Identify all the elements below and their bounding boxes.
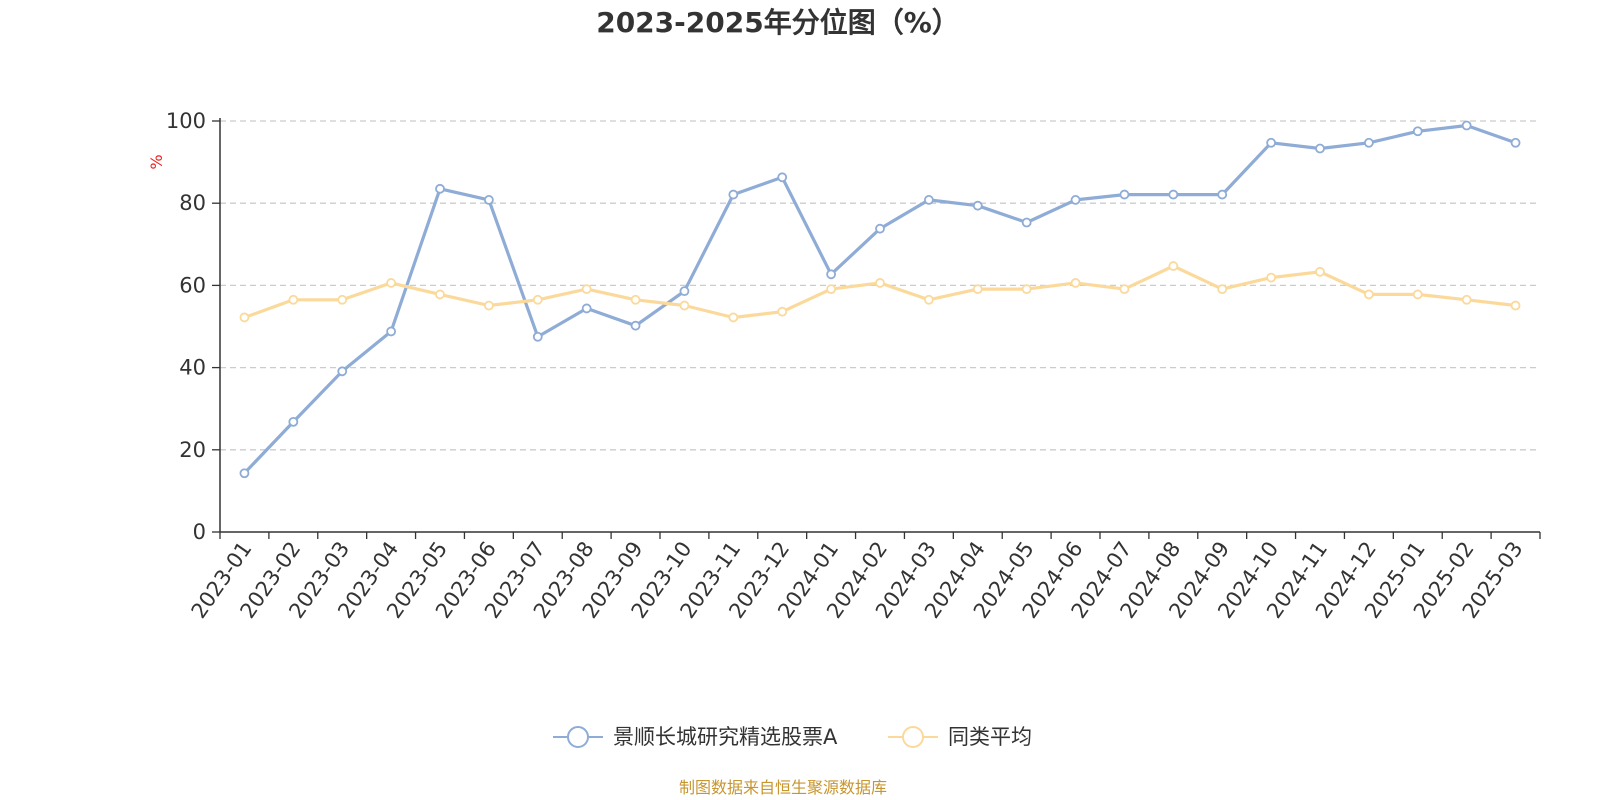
data-point-series-1[interactable] [826, 284, 837, 294]
data-point-series-0[interactable] [435, 183, 445, 194]
data-point-series-1[interactable] [1363, 289, 1374, 300]
data-point-series-0[interactable] [1021, 217, 1032, 228]
y-tick-label: 100 [166, 109, 206, 133]
legend-label-peer-average: 同类平均 [948, 725, 1032, 749]
chart-title: 2023-2025年分位图（%） [596, 6, 960, 39]
data-point-series-1[interactable] [1168, 261, 1179, 271]
x-axis-ticks: 2023-012023-022023-032023-042023-052023-… [187, 532, 1541, 623]
data-point-series-0[interactable] [923, 195, 934, 205]
data-point-series-1[interactable] [1510, 300, 1521, 311]
data-point-series-0[interactable] [239, 468, 250, 479]
data-point-series-1[interactable] [435, 289, 445, 300]
data-point-series-0[interactable] [1217, 189, 1228, 200]
axes [219, 118, 1540, 533]
data-point-series-0[interactable] [1266, 137, 1277, 148]
data-point-series-0[interactable] [1119, 189, 1130, 200]
data-source-note: 制图数据来自恒生聚源数据库 [679, 778, 887, 797]
data-point-series-0[interactable] [386, 326, 397, 337]
legend-label-fund: 景顺长城研究精选股票A [613, 725, 838, 749]
data-point-series-1[interactable] [483, 300, 494, 311]
data-point-series-1[interactable] [532, 294, 543, 305]
data-point-series-0[interactable] [1510, 137, 1521, 148]
data-point-series-0[interactable] [1363, 137, 1374, 148]
data-point-series-0[interactable] [1461, 120, 1472, 131]
series-line-0 [242, 123, 1518, 475]
legend-item-fund[interactable]: 景顺长城研究精选股票A [553, 725, 838, 749]
y-tick-label: 60 [179, 273, 206, 297]
data-point-series-1[interactable] [1315, 266, 1325, 277]
data-point-series-1[interactable] [1412, 289, 1423, 300]
data-point-series-0[interactable] [1168, 189, 1179, 200]
y-tick-label: 20 [179, 438, 206, 462]
data-point-series-0[interactable] [532, 331, 543, 342]
data-point-series-1[interactable] [288, 294, 299, 305]
data-point-series-1[interactable] [923, 294, 934, 305]
data-point-series-1[interactable] [972, 284, 983, 294]
data-point-series-0[interactable] [826, 269, 837, 280]
data-point-series-0[interactable] [581, 303, 592, 314]
data-point-series-1[interactable] [581, 284, 592, 294]
data-point-series-0[interactable] [728, 189, 739, 200]
data-point-series-0[interactable] [679, 286, 690, 297]
y-tick-label: 40 [179, 356, 206, 380]
data-point-series-0[interactable] [483, 195, 494, 205]
series-line-1 [242, 264, 1518, 320]
data-point-series-0[interactable] [288, 416, 299, 427]
data-point-series-1[interactable] [1070, 278, 1081, 288]
data-point-series-1[interactable] [337, 294, 348, 305]
y-axis-unit-label: % [147, 154, 166, 169]
data-point-series-1[interactable] [875, 278, 885, 288]
data-point-series-1[interactable] [239, 312, 250, 323]
legend: 景顺长城研究精选股票A 同类平均 [553, 725, 1032, 749]
data-point-series-1[interactable] [630, 294, 641, 305]
data-point-series-1[interactable] [1021, 284, 1032, 294]
data-point-series-1[interactable] [1119, 284, 1130, 294]
series-lines [239, 120, 1521, 479]
data-point-series-0[interactable] [972, 200, 983, 211]
data-point-series-0[interactable] [1070, 195, 1081, 205]
data-point-series-1[interactable] [1266, 272, 1277, 283]
data-point-series-0[interactable] [630, 320, 641, 331]
data-point-series-1[interactable] [728, 312, 739, 323]
data-point-series-1[interactable] [777, 306, 788, 317]
data-point-series-0[interactable] [1412, 126, 1423, 137]
data-point-series-1[interactable] [386, 278, 397, 288]
legend-item-peer-average[interactable]: 同类平均 [888, 725, 1032, 749]
data-point-series-0[interactable] [1315, 143, 1325, 154]
data-point-series-1[interactable] [1217, 284, 1228, 294]
data-point-series-0[interactable] [337, 366, 348, 377]
data-point-series-1[interactable] [1461, 294, 1472, 305]
y-axis-ticks: 0 20 40 60 80 100 [166, 109, 220, 544]
y-tick-label: 80 [179, 191, 206, 215]
data-point-series-1[interactable] [679, 300, 690, 311]
y-tick-label: 0 [193, 520, 206, 544]
data-point-series-0[interactable] [875, 223, 885, 234]
data-point-series-0[interactable] [777, 172, 788, 183]
